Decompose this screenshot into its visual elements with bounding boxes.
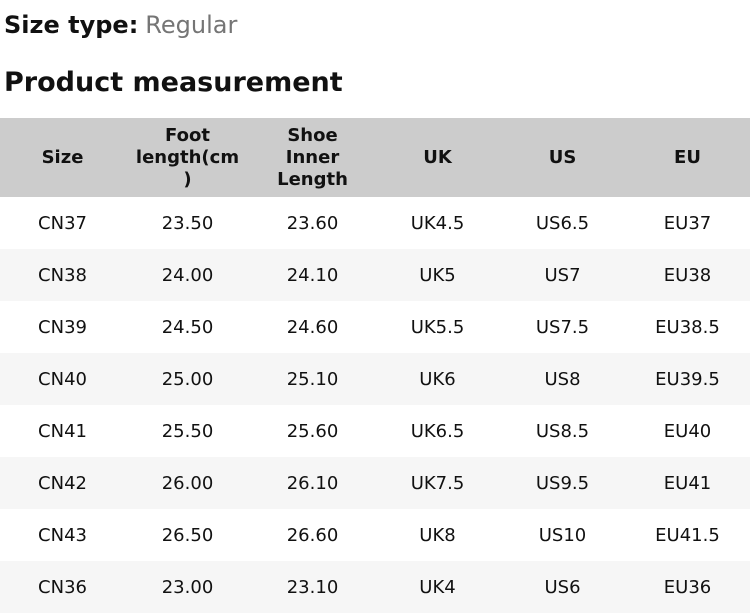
table-row: CN41 25.50 25.60 UK6.5 US8.5 EU40 — [0, 405, 750, 458]
table-cell: 24.50 — [125, 301, 250, 354]
table-row: CN36 23.00 23.10 UK4 US6 EU36 — [0, 561, 750, 614]
table-cell: US7 — [500, 249, 625, 302]
table-row: CN39 24.50 24.60 UK5.5 US7.5 EU38.5 — [0, 301, 750, 354]
table-cell: EU41 — [625, 457, 750, 510]
table-cell: UK7.5 — [375, 457, 500, 510]
table-cell: US6 — [500, 561, 625, 614]
table-cell: 23.00 — [125, 561, 250, 614]
table-cell: CN39 — [0, 301, 125, 354]
table-cell: 23.50 — [125, 197, 250, 250]
table-cell: 25.50 — [125, 405, 250, 458]
table-row: CN37 23.50 23.60 UK4.5 US6.5 EU37 — [0, 197, 750, 250]
table-cell: US8 — [500, 353, 625, 406]
table-cell: UK6 — [375, 353, 500, 406]
table-cell: CN38 — [0, 249, 125, 302]
table-cell: CN42 — [0, 457, 125, 510]
table-cell: 24.00 — [125, 249, 250, 302]
column-header: UK — [375, 118, 500, 198]
table-cell: EU38.5 — [625, 301, 750, 354]
table-cell: UK4 — [375, 561, 500, 614]
table-cell: 26.60 — [250, 509, 375, 562]
table-body: CN37 23.50 23.60 UK4.5 US6.5 EU37 CN38 24.00 24.… — [0, 197, 750, 614]
table-cell: 23.10 — [250, 561, 375, 614]
size-type-label: Size type: — [4, 11, 139, 39]
table-header: Size Foot length(cm ) Shoe Inner Length UK U… — [0, 118, 750, 198]
table-cell: US7.5 — [500, 301, 625, 354]
table-cell: UK5.5 — [375, 301, 500, 354]
table-cell: EU38 — [625, 249, 750, 302]
table-cell: US8.5 — [500, 405, 625, 458]
table-cell: US9.5 — [500, 457, 625, 510]
table-cell: EU40 — [625, 405, 750, 458]
table-row: CN43 26.50 26.60 UK8 US10 EU41.5 — [0, 509, 750, 562]
table-cell: 26.50 — [125, 509, 250, 562]
table-cell: 25.60 — [250, 405, 375, 458]
section-title-product-measurement: Product measurement — [4, 66, 343, 98]
column-header: US — [500, 118, 625, 198]
table-cell: UK5 — [375, 249, 500, 302]
table-cell: 25.10 — [250, 353, 375, 406]
table-cell: CN36 — [0, 561, 125, 614]
table-row: CN40 25.00 25.10 UK6 US8 EU39.5 — [0, 353, 750, 406]
size-type-heading: Size type: Regular — [0, 0, 750, 40]
table-cell: CN41 — [0, 405, 125, 458]
table-cell: EU37 — [625, 197, 750, 250]
column-header: EU — [625, 118, 750, 198]
table-cell: CN37 — [0, 197, 125, 250]
table-cell: US6.5 — [500, 197, 625, 250]
table-cell: EU41.5 — [625, 509, 750, 562]
table-cell: UK6.5 — [375, 405, 500, 458]
table-cell: 26.10 — [250, 457, 375, 510]
table-cell: 26.00 — [125, 457, 250, 510]
table-cell: UK4.5 — [375, 197, 500, 250]
table-cell: 23.60 — [250, 197, 375, 250]
table-row: CN38 24.00 24.10 UK5 US7 EU38 — [0, 249, 750, 302]
table-cell: EU39.5 — [625, 353, 750, 406]
size-chart-table: Size Foot length(cm ) Shoe Inner Length UK U… — [0, 118, 750, 614]
column-header: Shoe Inner Length — [250, 118, 375, 198]
table-cell: CN40 — [0, 353, 125, 406]
table-cell: UK8 — [375, 509, 500, 562]
table-cell: 25.00 — [125, 353, 250, 406]
table-cell: US10 — [500, 509, 625, 562]
table-cell: 24.60 — [250, 301, 375, 354]
table-cell: CN43 — [0, 509, 125, 562]
column-header: Foot length(cm ) — [125, 118, 250, 198]
table-cell: EU36 — [625, 561, 750, 614]
size-type-value: Regular — [145, 11, 238, 39]
column-header: Size — [0, 118, 125, 198]
table-header-row: Size Foot length(cm ) Shoe Inner Length UK U… — [0, 118, 750, 198]
table-row: CN42 26.00 26.10 UK7.5 US9.5 EU41 — [0, 457, 750, 510]
table-cell: 24.10 — [250, 249, 375, 302]
